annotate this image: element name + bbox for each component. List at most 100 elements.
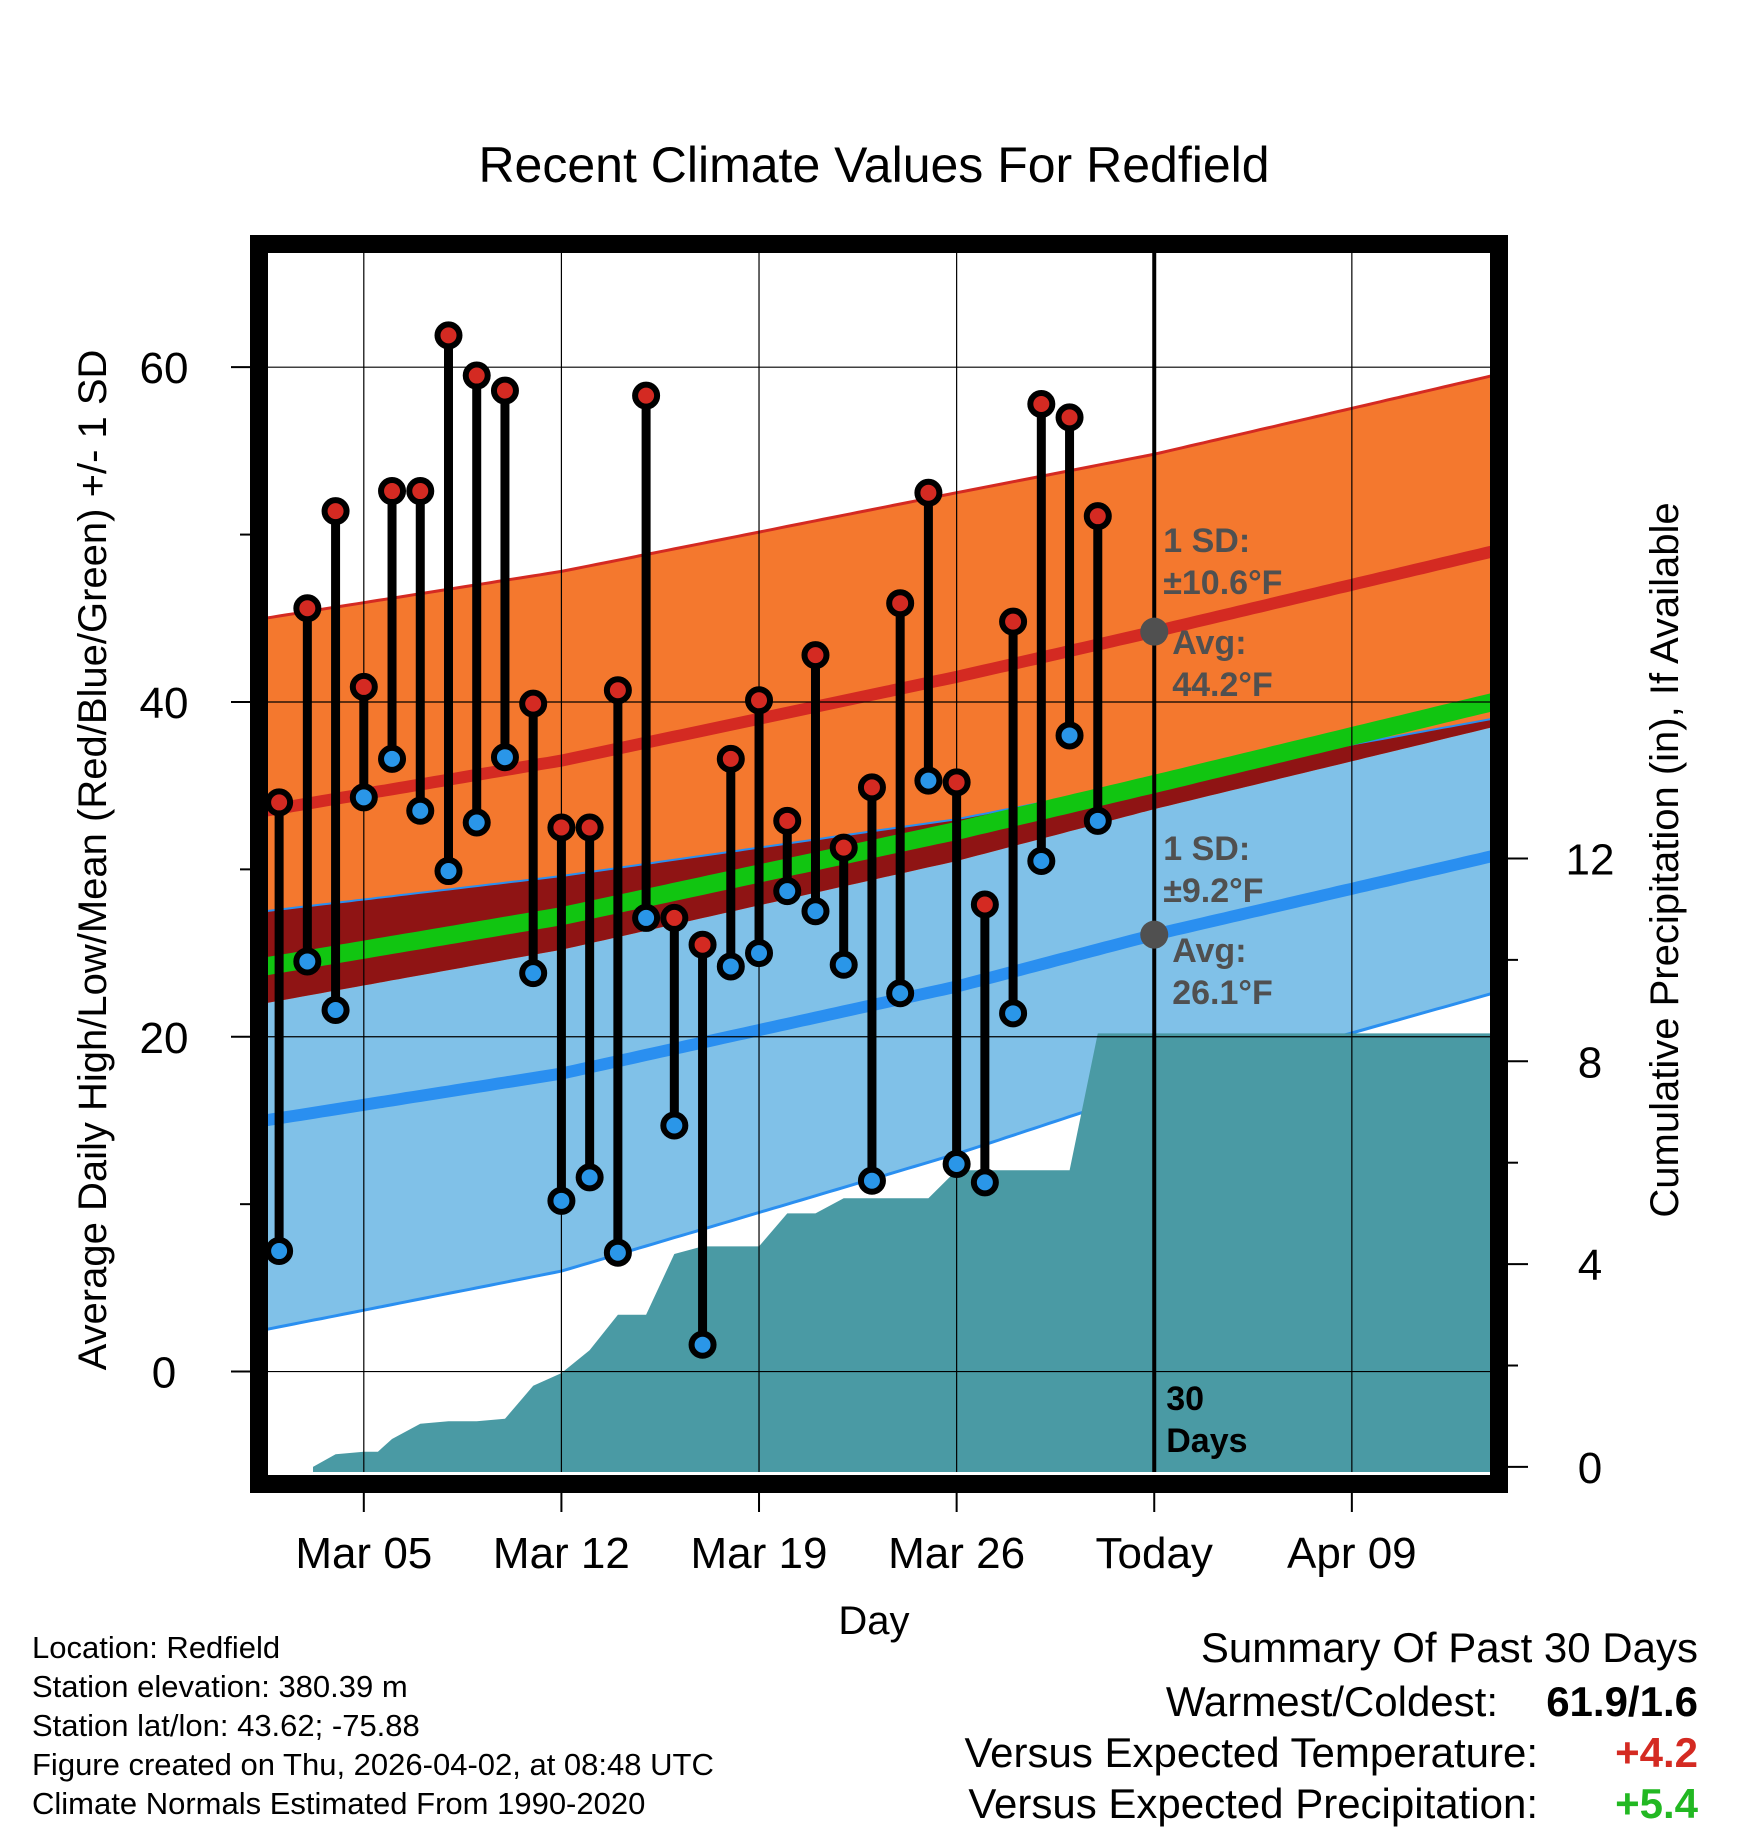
- normals-text: Climate Normals Estimated From 1990-2020: [32, 1786, 646, 1821]
- low-sd-label: 1 SD:: [1163, 830, 1250, 868]
- high-point: [745, 686, 774, 715]
- high-point: [406, 477, 435, 506]
- low-point: [1083, 806, 1112, 835]
- high-point: [914, 478, 943, 507]
- high-avg-value: 44.2°F: [1172, 666, 1273, 704]
- high-point: [603, 676, 632, 705]
- low-point: [970, 1168, 999, 1197]
- location-text: Location: Redfield: [32, 1630, 281, 1665]
- low-point: [942, 1149, 971, 1178]
- low-point: [321, 995, 350, 1024]
- y-tick-label: 60: [140, 344, 189, 393]
- today-days-label: Days: [1166, 1422, 1247, 1460]
- low-point: [265, 1237, 294, 1266]
- overlap-band: [265, 718, 1493, 1004]
- low-avg-value: 26.1°F: [1172, 974, 1273, 1012]
- warmest-label: Warmest/Coldest:: [1165, 1678, 1498, 1725]
- chart-title: Recent Climate Values For Redfield: [478, 137, 1269, 193]
- high-point: [293, 594, 322, 623]
- high-point: [1055, 403, 1084, 432]
- x-tick-label: Mar 19: [691, 1529, 828, 1578]
- high-point: [942, 768, 971, 797]
- y-tick-label: 20: [140, 1014, 189, 1063]
- precip-label: Versus Expected Precipitation:: [968, 1780, 1538, 1827]
- high-point: [321, 497, 350, 526]
- summary-panel: Summary Of Past 30 Days Warmest/Coldest:…: [964, 1624, 1698, 1829]
- high-point: [716, 744, 745, 773]
- x-tick-label: Mar 12: [493, 1529, 630, 1578]
- low-point: [462, 808, 491, 837]
- high-point: [970, 890, 999, 919]
- high-point: [349, 672, 378, 701]
- low-point: [519, 959, 548, 988]
- high-point: [999, 607, 1028, 636]
- mean-avg-line: [265, 693, 1493, 976]
- low-point: [801, 897, 830, 926]
- low-point: [378, 744, 407, 773]
- high-avg-label: Avg:: [1172, 624, 1246, 662]
- low-point: [293, 947, 322, 976]
- x-axis-label: Day: [838, 1599, 909, 1643]
- low-point: [886, 979, 915, 1008]
- plot-area: [265, 250, 1493, 1472]
- summary-row-precip: Versus Expected Precipitation: +5.4: [964, 1778, 1698, 1829]
- latlon-text: Station lat/lon: 43.62; -75.88: [32, 1708, 420, 1743]
- low-point: [632, 903, 661, 932]
- summary-row-temp: Versus Expected Temperature: +4.2: [964, 1727, 1698, 1778]
- summary-title: Summary Of Past 30 Days: [1200, 1624, 1698, 1671]
- station-info: Location: Redfield Station elevation: 38…: [32, 1628, 714, 1823]
- precip-area: [313, 1033, 1493, 1472]
- high-point: [434, 321, 463, 350]
- high-point: [1027, 390, 1056, 419]
- low-point: [490, 743, 519, 772]
- y-axis-label: Average Daily High/Low/Mean (Red/Blue/Gr…: [71, 350, 115, 1371]
- plot-frame: [250, 235, 1508, 1493]
- low-point: [660, 1111, 689, 1140]
- y2-axis-label: Cumulative Precipitation (in), If Availa…: [1643, 502, 1687, 1217]
- high-point: [857, 773, 886, 802]
- high-point: [265, 788, 294, 817]
- low-point: [349, 783, 378, 812]
- high-point: [462, 361, 491, 390]
- low-avg-label: Avg:: [1172, 932, 1246, 970]
- low-point: [773, 877, 802, 906]
- high-sd-value: ±10.6°F: [1163, 564, 1282, 602]
- y2-tick-label: 4: [1578, 1241, 1602, 1290]
- low-point: [1055, 721, 1084, 750]
- low-point: [745, 939, 774, 968]
- high-point: [829, 833, 858, 862]
- high-point: [773, 806, 802, 835]
- y-tick-label: 0: [152, 1349, 176, 1398]
- high-point: [886, 589, 915, 618]
- low-sd-band: [265, 718, 1493, 1330]
- high-avg-line: [265, 545, 1493, 817]
- high-point: [378, 477, 407, 506]
- warmest-value: 61.9/1.6: [1546, 1678, 1698, 1725]
- y2-tick-label: 8: [1578, 1038, 1602, 1087]
- axes: Mar 05 Mar 12 Mar 19 Mar 26 Today Apr 0902040…: [140, 344, 1615, 1578]
- high-point: [519, 689, 548, 718]
- low-point: [434, 857, 463, 886]
- high-avg-marker: [1140, 617, 1169, 646]
- low-sd-value: ±9.2°F: [1163, 872, 1263, 910]
- low-point: [914, 766, 943, 795]
- elevation-text: Station elevation: 380.39 m: [32, 1669, 408, 1704]
- high-sd-label: 1 SD:: [1163, 522, 1250, 560]
- low-avg-line: [265, 850, 1493, 1127]
- low-point: [688, 1330, 717, 1359]
- y2-tick-label: 0: [1578, 1444, 1602, 1493]
- low-point: [547, 1186, 576, 1215]
- low-point: [603, 1238, 632, 1267]
- today-days-number: 30: [1166, 1380, 1204, 1418]
- x-tick-label: Apr 09: [1287, 1529, 1417, 1578]
- low-point: [575, 1163, 604, 1192]
- temp-value: +4.2: [1615, 1729, 1698, 1776]
- precip-value: +5.4: [1615, 1780, 1698, 1827]
- low-point: [406, 796, 435, 825]
- high-upper-sd-line: [265, 374, 1493, 620]
- high-point: [801, 641, 830, 670]
- high-point: [660, 903, 689, 932]
- low-point: [999, 999, 1028, 1028]
- summary-row-warmest: Warmest/Coldest: 61.9/1.6: [964, 1676, 1698, 1727]
